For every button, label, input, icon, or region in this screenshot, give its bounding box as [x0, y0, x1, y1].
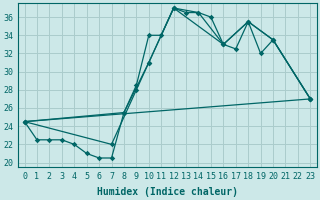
- X-axis label: Humidex (Indice chaleur): Humidex (Indice chaleur): [97, 186, 238, 197]
